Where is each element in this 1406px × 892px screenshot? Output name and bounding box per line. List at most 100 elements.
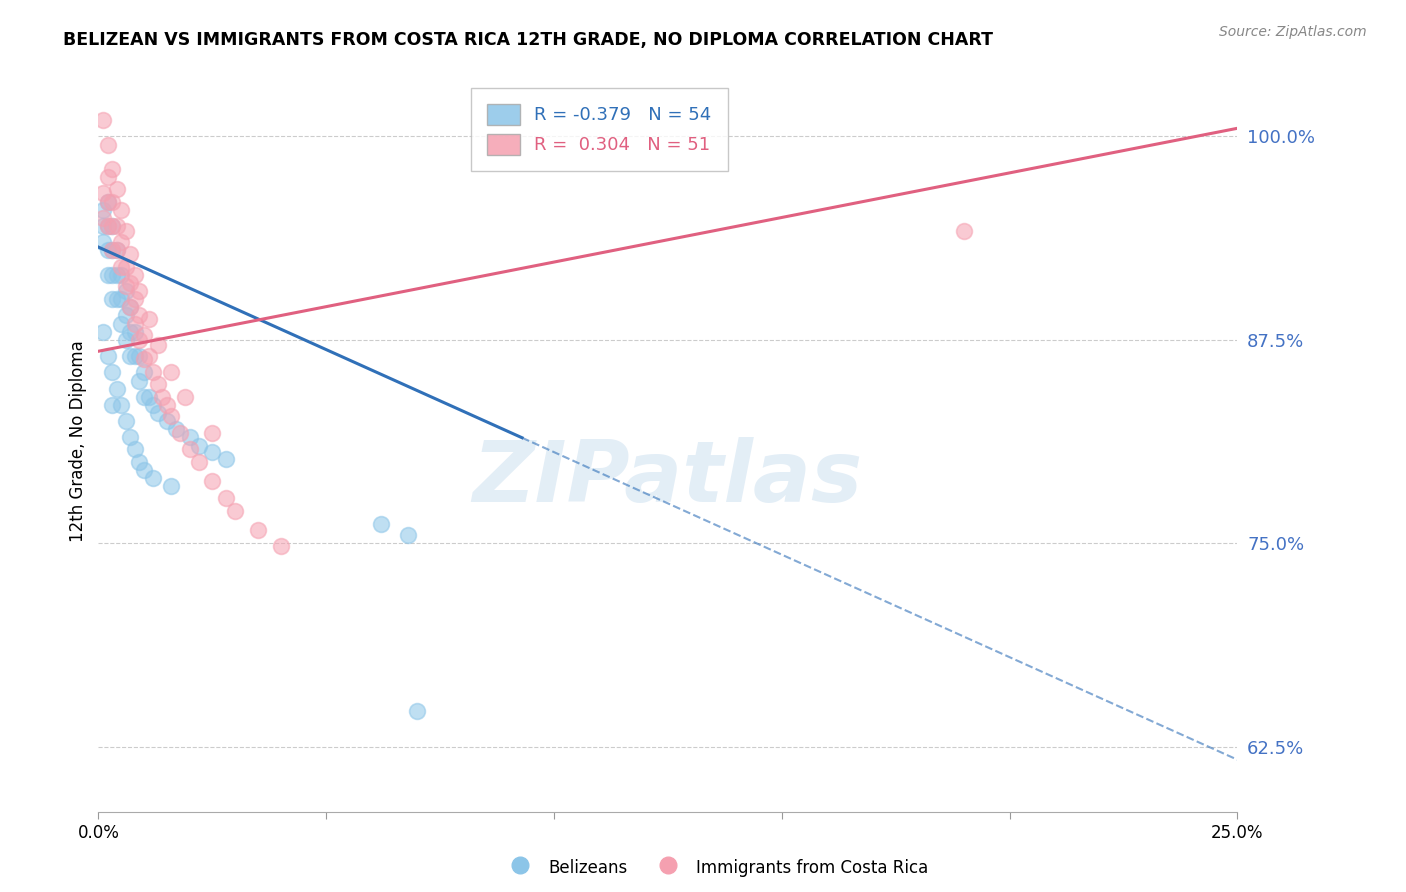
Point [201,445,224,459]
Point [132,390,155,404]
Point [96,194,118,209]
Point [110,292,132,306]
Point [105,219,128,233]
Point [120,301,142,315]
Point [146,337,169,351]
Point [132,352,155,367]
Point [101,365,124,379]
Y-axis label: 12th Grade, No Diploma: 12th Grade, No Diploma [69,341,87,542]
Point [96,349,118,363]
Point [215,491,238,505]
Point [114,414,136,428]
Point [124,268,146,282]
Point [160,365,183,379]
Point [101,161,124,176]
Point [128,455,150,469]
Point [132,365,155,379]
Point [91,113,114,128]
Point [114,224,136,238]
Point [124,317,146,331]
Point [101,244,124,258]
Point [105,181,128,195]
Point [128,284,150,298]
Point [96,219,118,233]
Point [128,349,150,363]
Point [187,439,209,453]
Point [91,325,114,339]
Point [201,475,224,489]
Point [270,540,292,554]
Point [101,244,124,258]
Point [142,471,165,485]
Point [96,194,118,209]
Point [101,292,124,306]
Point [165,422,187,436]
Point [91,202,114,217]
Point [124,292,146,306]
Point [105,268,128,282]
Point [96,170,118,185]
Point [406,704,429,718]
Point [105,292,128,306]
Point [110,202,132,217]
Point [114,284,136,298]
Point [105,382,128,396]
Point [110,260,132,274]
Point [174,390,197,404]
Text: Source: ZipAtlas.com: Source: ZipAtlas.com [1219,25,1367,39]
Point [110,235,132,250]
Legend: Belizeans, Immigrants from Costa Rica: Belizeans, Immigrants from Costa Rica [499,852,935,883]
Point [156,414,179,428]
Point [105,244,128,258]
Point [201,425,224,440]
Point [156,398,179,412]
Point [138,349,160,363]
Point [110,398,132,412]
Point [215,451,238,466]
Point [114,260,136,274]
Point [128,374,150,388]
Point [120,276,142,290]
Point [101,398,124,412]
Point [120,325,142,339]
Point [101,219,124,233]
Point [160,409,183,424]
Point [138,311,160,326]
Point [105,244,128,258]
Point [142,398,165,412]
Point [187,455,209,469]
Point [132,463,155,477]
Point [953,224,976,238]
Point [114,279,136,293]
Point [101,268,124,282]
Point [124,325,146,339]
Point [246,523,269,537]
Point [179,442,201,456]
Point [91,186,114,201]
Point [96,219,118,233]
Point [110,317,132,331]
Point [120,349,142,363]
Point [114,309,136,323]
Point [396,528,419,542]
Text: ZIPatlas: ZIPatlas [472,437,863,520]
Point [160,479,183,493]
Point [146,376,169,391]
Point [110,268,132,282]
Point [96,244,118,258]
Point [138,390,160,404]
Point [124,349,146,363]
Point [128,333,150,347]
Point [120,301,142,315]
Point [150,390,173,404]
Point [128,309,150,323]
Point [142,365,165,379]
Point [146,406,169,420]
Text: BELIZEAN VS IMMIGRANTS FROM COSTA RICA 12TH GRADE, NO DIPLOMA CORRELATION CHART: BELIZEAN VS IMMIGRANTS FROM COSTA RICA 1… [63,31,993,49]
Point [179,430,201,444]
Point [91,219,114,233]
Point [101,219,124,233]
Point [96,137,118,152]
Point [224,504,246,518]
Point [91,211,114,225]
